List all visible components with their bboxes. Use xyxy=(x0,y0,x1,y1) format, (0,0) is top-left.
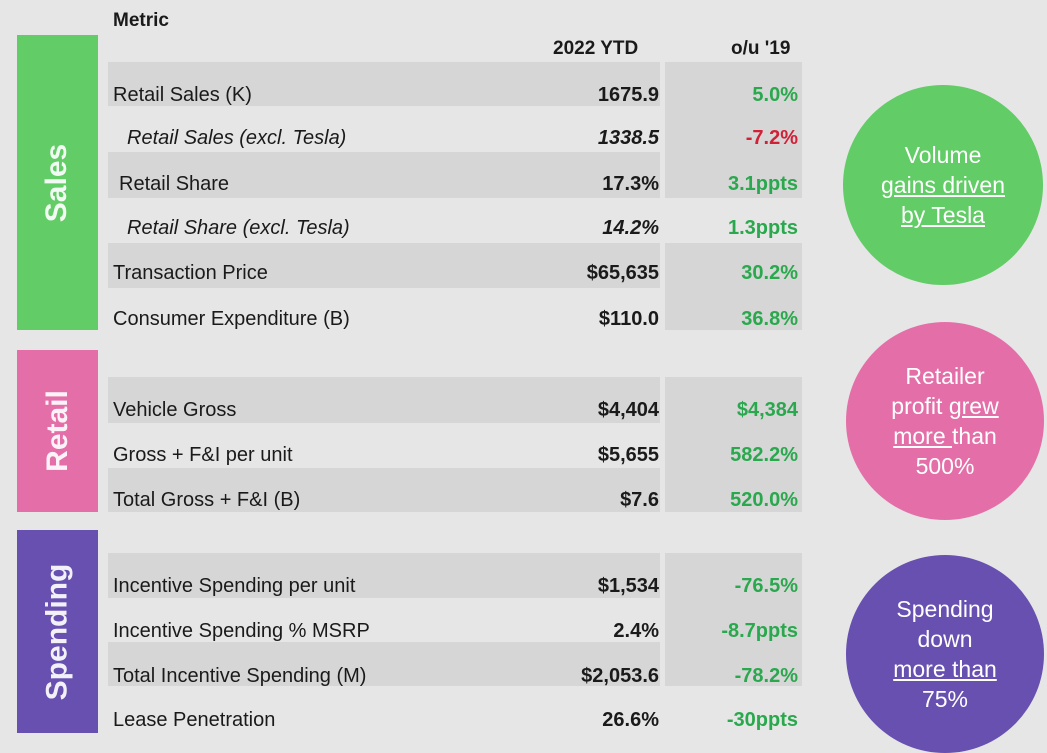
callout-line: 500% xyxy=(915,453,975,479)
band xyxy=(108,377,802,423)
row-value: 1675.9 xyxy=(597,84,659,106)
table-row: Gross + F&I per unit $5,655 582.2% xyxy=(108,435,802,475)
band xyxy=(108,553,802,598)
row-change: -30ppts xyxy=(726,709,798,731)
table-row: Transaction Price $65,635 30.2% xyxy=(108,253,802,293)
spending-category-bar: Spending xyxy=(17,530,98,733)
row-label: Retail Share (excl. Tesla) xyxy=(127,217,350,239)
row-value: 14.2% xyxy=(602,217,659,239)
band xyxy=(665,288,802,330)
row-label: Consumer Expenditure (B) xyxy=(113,308,350,330)
row-label: Retail Share xyxy=(119,173,230,195)
row-label: Retail Sales (K) xyxy=(113,84,252,106)
row-value: 17.3% xyxy=(602,173,659,195)
row-value: $65,635 xyxy=(586,262,659,284)
row-change: -8.7ppts xyxy=(721,620,798,642)
row-change: -78.2% xyxy=(734,665,798,687)
callout-line: profit grew xyxy=(870,391,1020,421)
row-change: 5.0% xyxy=(752,84,798,106)
table-row: Lease Penetration 26.6% -30ppts xyxy=(108,700,802,740)
table-row: Retail Share 17.3% 3.1ppts xyxy=(108,164,802,204)
sales-category-bar: Sales xyxy=(17,35,98,330)
callout-line: Volume xyxy=(904,142,982,168)
table-row: Consumer Expenditure (B) $110.0 36.8% xyxy=(108,299,802,339)
row-label: Incentive Spending per unit xyxy=(113,575,356,597)
row-label: Lease Penetration xyxy=(113,709,276,731)
callout-line: more than xyxy=(893,656,997,682)
row-label: Total Incentive Spending (M) xyxy=(113,665,367,687)
callout-line: more than xyxy=(870,421,1020,451)
row-value: $110.0 xyxy=(598,308,659,330)
spending-category-label: Spending xyxy=(40,563,74,700)
column-divider xyxy=(660,553,665,733)
band xyxy=(665,106,802,152)
metric-header: Metric xyxy=(113,10,169,31)
band xyxy=(108,243,802,288)
row-value: $5,655 xyxy=(597,444,659,466)
callout-line: down xyxy=(917,626,973,652)
band xyxy=(108,62,802,106)
change-column-header: o/u '19 xyxy=(731,38,791,59)
sales-category-label: Sales xyxy=(40,143,74,222)
retail-callout-circle: Retailer profit grew more than 500% xyxy=(846,322,1044,520)
callout-text: more xyxy=(893,423,953,449)
column-divider xyxy=(660,377,665,512)
row-label: Vehicle Gross xyxy=(113,399,237,421)
table-row: Retail Sales (K) 1675.9 5.0% xyxy=(108,75,802,115)
table-row: Total Gross + F&I (B) $7.6 520.0% xyxy=(108,480,802,520)
row-value: $1,534 xyxy=(597,575,659,597)
band xyxy=(108,642,802,686)
callout-text: profit xyxy=(891,393,949,419)
retail-category-bar: Retail xyxy=(17,350,98,512)
band xyxy=(108,468,802,512)
callout-text: grew xyxy=(948,393,999,419)
table-row: Incentive Spending % MSRP 2.4% -8.7ppts xyxy=(108,611,802,651)
row-value: $2,053.6 xyxy=(581,665,659,687)
column-divider xyxy=(660,62,665,330)
row-value: $4,404 xyxy=(597,399,659,421)
band xyxy=(665,423,802,468)
row-value: 1338.5 xyxy=(597,127,659,149)
row-change: 582.2% xyxy=(730,444,798,466)
row-change: 1.3ppts xyxy=(727,217,798,239)
row-change: -7.2% xyxy=(745,127,798,149)
table-row: Incentive Spending per unit $1,534 -76.5… xyxy=(108,566,802,606)
table-row: Retail Share (excl. Tesla) 14.2% 1.3ppts xyxy=(108,208,802,248)
row-value: $7.6 xyxy=(620,489,659,511)
callout-text: than xyxy=(952,423,997,449)
ytd-column-header: 2022 YTD xyxy=(553,38,639,59)
row-change: -76.5% xyxy=(734,575,798,597)
table-row: Total Incentive Spending (M) $2,053.6 -7… xyxy=(108,656,802,696)
band xyxy=(108,152,802,198)
row-label: Incentive Spending % MSRP xyxy=(113,620,370,642)
table-row: Retail Sales (excl. Tesla) 1338.5 -7.2% xyxy=(108,118,802,158)
row-value: 2.4% xyxy=(613,620,659,642)
sales-callout-circle: Volume gains driven by Tesla xyxy=(843,85,1043,285)
row-change: 30.2% xyxy=(741,262,798,284)
callout-line: by Tesla xyxy=(901,202,985,228)
spending-callout-circle: Spending down more than 75% xyxy=(846,555,1044,753)
row-change: 36.8% xyxy=(741,308,798,330)
callout-line: gains driven xyxy=(880,172,1006,198)
row-label: Total Gross + F&I (B) xyxy=(113,489,301,511)
callout-line: Retailer xyxy=(905,363,985,389)
row-label: Retail Sales (excl. Tesla) xyxy=(127,127,347,149)
row-label: Transaction Price xyxy=(113,262,268,284)
band xyxy=(665,598,802,642)
row-change: $4,384 xyxy=(736,399,798,421)
retail-category-label: Retail xyxy=(40,390,74,472)
callout-line: 75% xyxy=(921,686,969,712)
row-change: 520.0% xyxy=(730,489,798,511)
callout-line: Spending xyxy=(896,596,994,622)
row-value: 26.6% xyxy=(602,709,659,731)
row-change: 3.1ppts xyxy=(727,173,798,195)
table-row: Vehicle Gross $4,404 $4,384 xyxy=(108,390,802,430)
row-label: Gross + F&I per unit xyxy=(113,444,293,466)
